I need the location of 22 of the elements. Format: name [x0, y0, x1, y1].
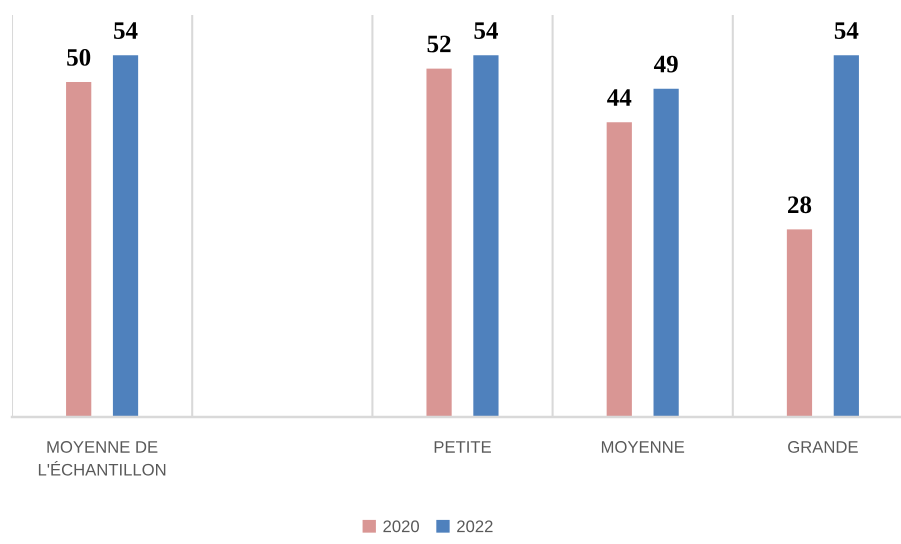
- bar: [834, 55, 859, 417]
- bar: [606, 122, 632, 417]
- data-label: 28: [788, 196, 812, 214]
- legend-label: 2020: [383, 520, 419, 532]
- bar: [654, 88, 679, 417]
- data-label: 50: [67, 48, 90, 66]
- data-label: 54: [834, 22, 858, 40]
- x-tick-label: PETITE: [434, 441, 491, 453]
- bar: [473, 55, 499, 417]
- bar: [112, 55, 138, 417]
- data-label: 54: [114, 22, 138, 40]
- bar: [786, 229, 812, 417]
- legend-label: 2022: [457, 520, 493, 532]
- data-label: 52: [428, 36, 450, 52]
- x-tick-label: GRANDE: [788, 441, 858, 453]
- bar: [426, 68, 452, 417]
- x-tick-label: MOYENNE: [602, 441, 684, 453]
- data-label: 54: [474, 22, 498, 40]
- data-label: 49: [654, 56, 678, 73]
- bar: [66, 82, 92, 417]
- x-tick-label: MOYENNE DE L'ÉCHANTILLON: [38, 441, 166, 476]
- data-label: 44: [607, 89, 632, 106]
